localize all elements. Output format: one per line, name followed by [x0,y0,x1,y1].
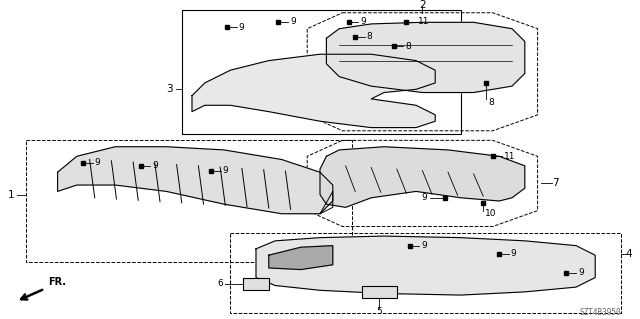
Text: 6: 6 [217,279,223,288]
Bar [26,140,352,262]
Text: 10: 10 [485,209,497,218]
Text: 9: 9 [239,23,244,32]
Text: 9: 9 [511,249,516,258]
Text: 3: 3 [166,84,173,94]
Text: 9: 9 [360,17,366,26]
Polygon shape [269,246,333,270]
Text: 8: 8 [405,42,411,51]
Text: 8: 8 [488,98,494,107]
Bar [362,286,397,298]
Bar [243,278,269,290]
Polygon shape [58,147,333,214]
Bar [230,233,621,313]
Text: 9: 9 [578,268,584,277]
Text: 8: 8 [367,32,372,41]
Text: 9: 9 [421,241,427,250]
Text: 9: 9 [422,193,428,202]
Bar [182,10,461,134]
Text: FR.: FR. [48,277,66,287]
Text: 5: 5 [376,307,381,315]
Polygon shape [256,236,595,295]
Text: 4: 4 [626,249,632,259]
Text: 11: 11 [418,17,429,26]
Text: 7: 7 [552,178,558,189]
Text: 11: 11 [504,152,516,161]
Text: 9: 9 [95,158,100,167]
Text: 9: 9 [152,161,158,170]
Text: 1: 1 [8,189,14,200]
Text: 9: 9 [223,166,228,175]
Text: SZT4B3950: SZT4B3950 [579,308,621,317]
Polygon shape [192,54,435,128]
Text: 9: 9 [290,17,296,26]
Polygon shape [320,147,525,207]
Polygon shape [326,22,525,93]
Text: 2: 2 [419,0,426,10]
